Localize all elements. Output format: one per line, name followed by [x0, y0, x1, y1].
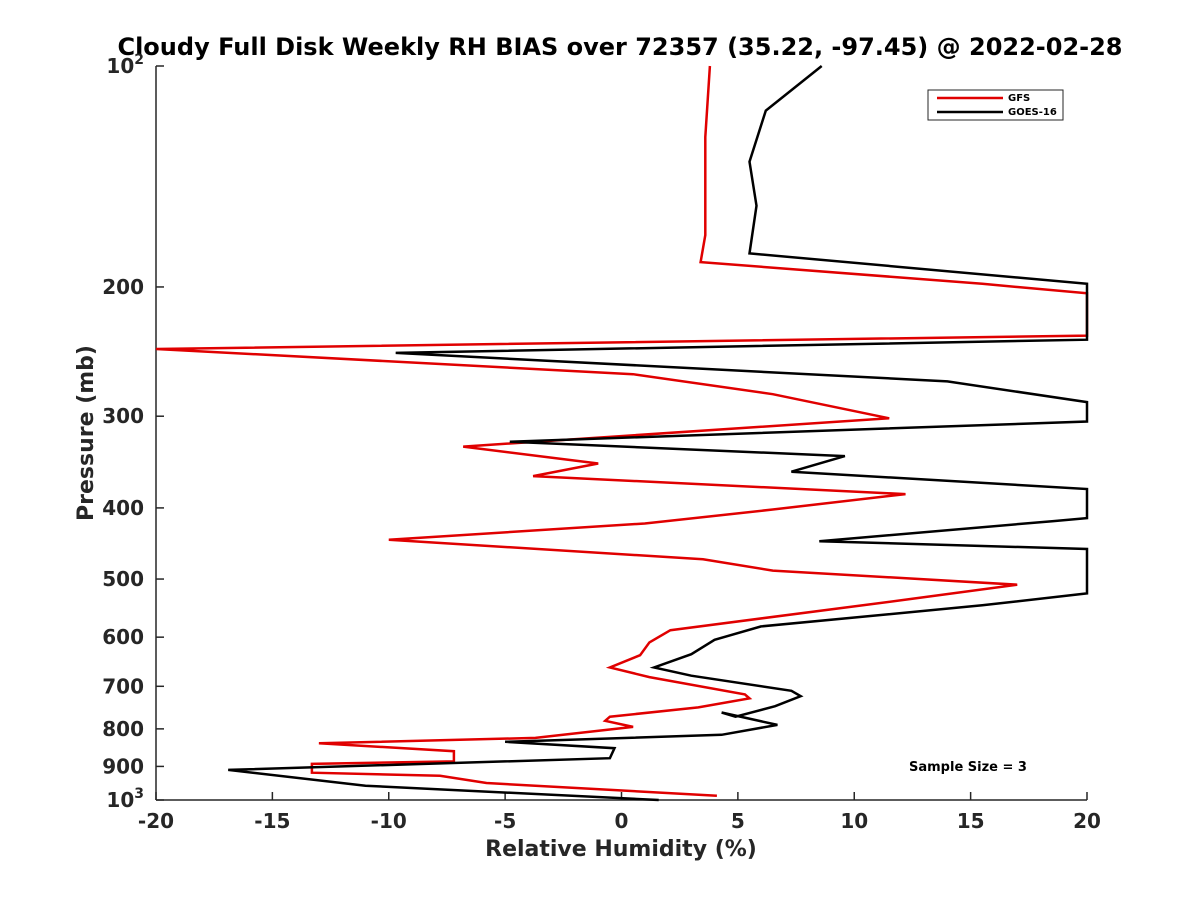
legend-box	[927, 89, 1064, 121]
x-tick-label: -5	[494, 809, 516, 833]
legend-label-goes16: GOES-16	[1008, 107, 1057, 118]
x-tick-label: -10	[371, 809, 407, 833]
x-tick-label: -15	[254, 809, 290, 833]
legend: GFS GOES-16	[927, 89, 1064, 121]
y-tick-label: 900	[102, 754, 144, 778]
y-tick-label-power: 103	[106, 786, 144, 812]
x-axis-label: Relative Humidity (%)	[485, 837, 757, 862]
y-tick-base: 10	[106, 788, 134, 812]
y-tick-base: 10	[106, 54, 134, 78]
y-tick-exponent: 3	[134, 786, 144, 802]
y-tick-label: 800	[102, 717, 144, 741]
y-tick-label: 200	[102, 275, 144, 299]
sample-size-annotation: Sample Size = 3	[909, 760, 1027, 775]
series-layer	[155, 65, 1089, 802]
y-tick-label: 300	[102, 404, 144, 428]
plot-area	[155, 66, 1087, 801]
y-tick-label: 400	[102, 496, 144, 520]
axis-ticks: -20 -15 -10 -5 0 5 10 15 20102200300400500600700…	[102, 52, 1101, 833]
x-tick-label: 20	[1073, 809, 1101, 833]
y-tick-label: 600	[102, 625, 144, 649]
y-tick-label: 700	[102, 674, 144, 698]
y-axis-label: Pressure (mb)	[74, 345, 99, 521]
y-tick-exponent: 2	[134, 52, 144, 68]
legend-label-gfs: GFS	[1008, 93, 1030, 104]
series-line-goes-16	[228, 65, 1089, 802]
x-tick-label: 15	[957, 809, 985, 833]
chart-title: Cloudy Full Disk Weekly RH BIAS over 723…	[117, 33, 1122, 61]
x-tick-label: 10	[840, 809, 868, 833]
y-tick-label: 500	[102, 567, 144, 591]
x-tick-label: -20	[138, 809, 174, 833]
x-tick-label: 0	[615, 809, 629, 833]
series-line-gfs	[155, 65, 1089, 798]
x-tick-label: 5	[731, 809, 745, 833]
y-tick-label-power: 102	[106, 52, 144, 78]
